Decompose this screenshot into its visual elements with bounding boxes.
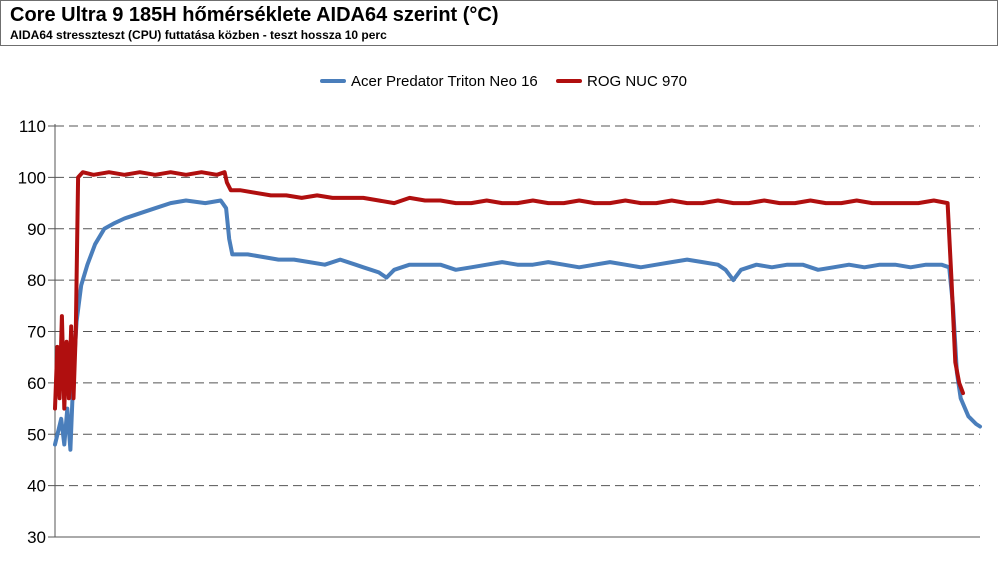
chart-series <box>53 170 982 452</box>
y-tick-label: 60 <box>27 374 46 393</box>
y-tick-label: 40 <box>27 477 46 496</box>
legend-label-rog-nuc-970: ROG NUC 970 <box>587 73 687 90</box>
chart-axes <box>54 124 980 538</box>
chart-header: Core Ultra 9 185H hőmérséklete AIDA64 sz… <box>0 0 998 46</box>
chart-gridlines <box>48 125 980 538</box>
series-line-rog-nuc-970 <box>53 170 965 411</box>
series-line-acer-predator-triton-neo-16 <box>53 198 982 452</box>
y-tick-labels: 30 40 50 60 70 80 90 100 110 <box>18 117 46 547</box>
chart-legend: Acer Predator Triton Neo 16 ROG NUC 970 <box>320 73 687 90</box>
y-tick-label: 90 <box>27 220 46 239</box>
y-tick-label: 110 <box>19 117 46 136</box>
line-chart: Acer Predator Triton Neo 16 ROG NUC 970 3… <box>18 73 982 547</box>
y-tick-label: 50 <box>27 425 46 444</box>
chart-subtitle: AIDA64 stresszteszt (CPU) futtatása közb… <box>10 28 387 42</box>
y-tick-label: 100 <box>18 168 46 187</box>
y-tick-label: 30 <box>27 528 46 547</box>
y-tick-label: 70 <box>27 323 46 342</box>
chart-title: Core Ultra 9 185H hőmérséklete AIDA64 sz… <box>10 4 499 26</box>
y-tick-label: 80 <box>27 271 46 290</box>
legend-label-acer-predator-triton-neo-16: Acer Predator Triton Neo 16 <box>351 73 538 90</box>
